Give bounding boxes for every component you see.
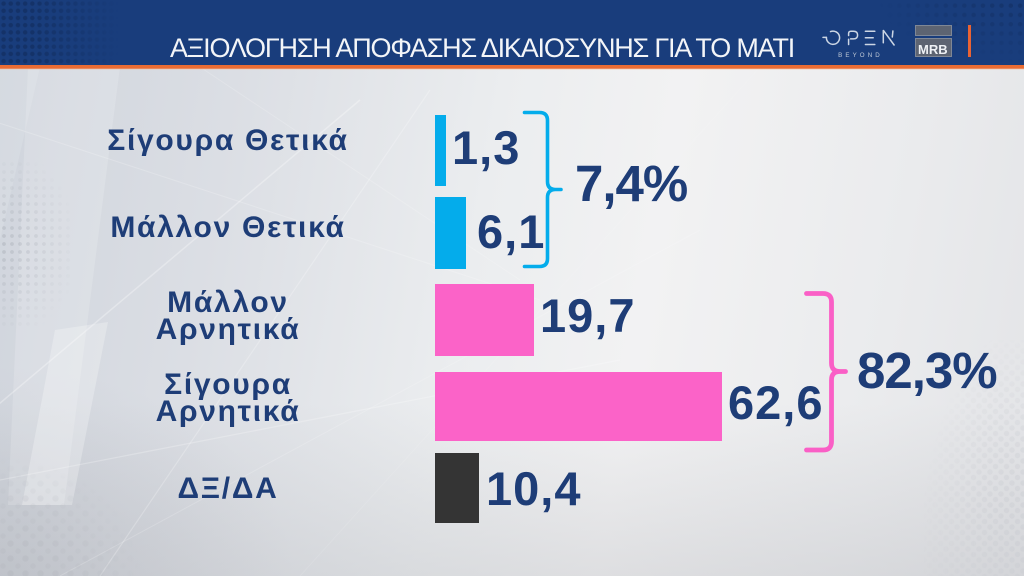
svg-text:BEYOND: BEYOND <box>838 52 883 59</box>
